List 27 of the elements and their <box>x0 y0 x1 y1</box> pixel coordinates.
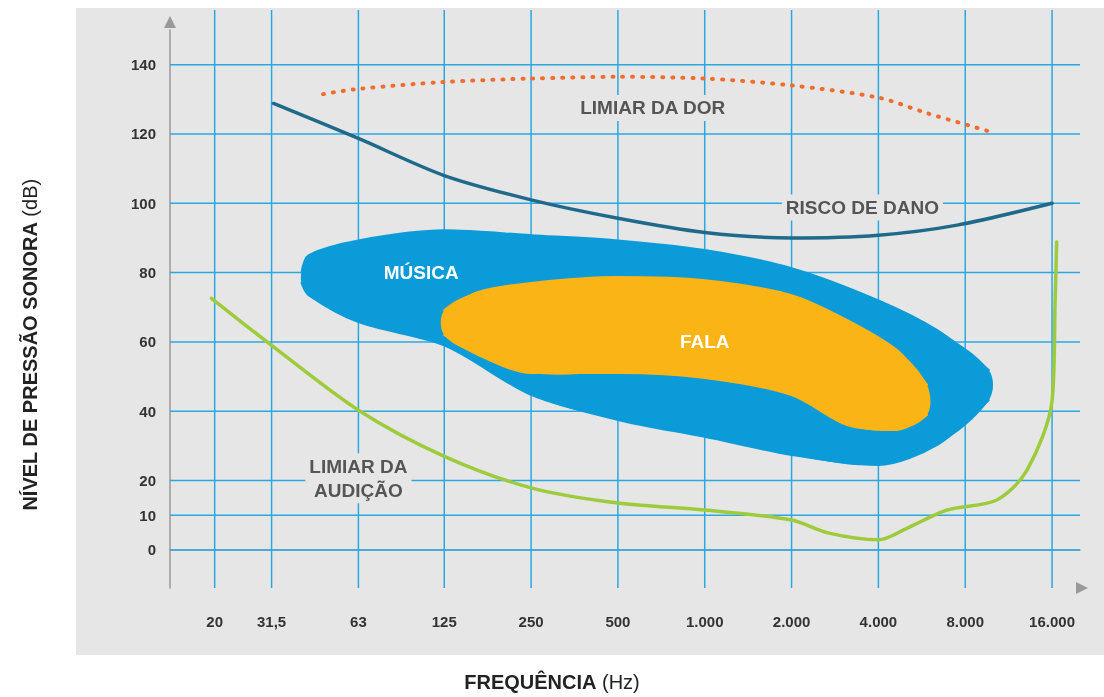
x-tick-label: 250 <box>518 613 544 630</box>
y-tick-label: 20 <box>139 472 156 490</box>
x-tick-label: 8.000 <box>946 613 984 630</box>
y-tick-label: 60 <box>139 333 156 351</box>
series-label: MÚSICA <box>383 262 459 284</box>
x-tick-label: 2.000 <box>772 613 811 630</box>
x-tick-label: 125 <box>431 613 457 630</box>
y-tick-label: 10 <box>139 506 156 524</box>
series-label: LIMIAR DA AUDIÇÃO <box>309 455 408 501</box>
x-tick-label: 31,5 <box>256 613 287 630</box>
series-label: LIMIAR DA DOR <box>580 97 726 119</box>
y-tick-label: 0 <box>147 541 156 559</box>
series-label: FALA <box>679 331 730 353</box>
y-tick-label: 40 <box>139 402 156 420</box>
y-axis-title: NÍVEL DE PRESSÃO SONORA (dB) <box>19 178 41 511</box>
x-tick-label: 1.000 <box>685 613 724 630</box>
y-tick-label: 100 <box>130 194 156 212</box>
x-tick-label: 500 <box>605 613 631 630</box>
x-axis-title: FREQUÊNCIA (Hz) <box>464 670 640 693</box>
y-tick-label: 80 <box>139 264 156 282</box>
y-tick-label: 120 <box>130 125 156 143</box>
x-tick-label: 63 <box>350 613 367 630</box>
x-tick-label: 16.000 <box>1029 613 1075 630</box>
y-tick-label: 140 <box>130 56 156 74</box>
x-tick-label: 20 <box>206 613 224 630</box>
series-label: RISCO DE DANO <box>785 196 939 218</box>
x-tick-label: 4.000 <box>859 613 898 630</box>
